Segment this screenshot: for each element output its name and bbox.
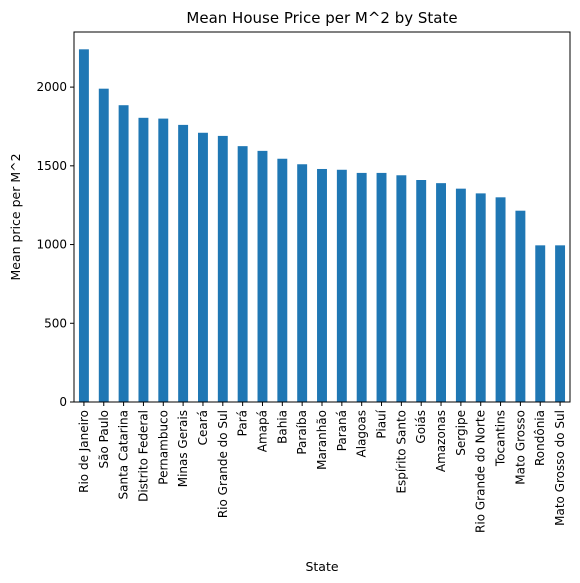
bar [317, 168, 327, 402]
x-tick-label: Bahia [275, 410, 289, 444]
x-tick-label: Sergipe [454, 410, 468, 456]
bar [118, 105, 129, 402]
x-axis-label: State [305, 559, 338, 574]
y-tick-label: 500 [44, 316, 67, 330]
bar [475, 193, 486, 402]
x-tick-label: Maranhão [315, 410, 329, 470]
x-tick-label: Minas Gerais [176, 410, 190, 487]
x-axis: Rio de Janeiro São Paulo Santa Catarina Dis… [77, 402, 567, 533]
bar [356, 172, 367, 402]
bar [158, 118, 169, 403]
y-tick-label: 1000 [36, 238, 67, 252]
x-tick-label: Ceará [196, 410, 210, 445]
chart-title: Mean House Price per M^2 by State [186, 9, 457, 27]
bar [455, 188, 466, 402]
x-tick-label: Amazonas [434, 410, 448, 472]
x-tick-label: Rio de Janeiro [77, 410, 91, 493]
bar [178, 124, 189, 402]
x-tick-label: Rio Grande do Norte [474, 410, 488, 533]
x-tick-label: Tocantins [494, 410, 508, 467]
x-tick-label: Mato Grosso do Sul [553, 410, 567, 526]
x-tick-label: Paraná [335, 410, 349, 451]
x-tick-label: Pernambuco [156, 410, 170, 485]
bar [336, 169, 347, 402]
x-tick-label: Pará [236, 410, 250, 436]
x-tick-label: Mato Grosso [513, 410, 527, 485]
bar [217, 135, 228, 402]
bar [98, 88, 109, 403]
bar [396, 175, 407, 402]
plot-frame [73, 31, 571, 403]
y-tick-label: 2000 [36, 80, 67, 94]
x-tick-label: Alagoas [355, 410, 369, 457]
bar [78, 49, 89, 402]
bar [535, 245, 546, 402]
x-tick-label: Goiás [414, 410, 428, 444]
x-tick-label: Amapá [255, 410, 269, 452]
bars-group [78, 49, 566, 403]
y-axis-label: Mean price per M^2 [8, 153, 23, 280]
x-tick-label: Piauí [375, 409, 389, 438]
bar [495, 197, 506, 402]
bar [416, 180, 427, 402]
x-tick-label: Paraíba [295, 410, 309, 455]
x-tick-label: Rio Grande do Sul [216, 410, 230, 518]
x-tick-label: São Paulo [97, 410, 111, 468]
bar [257, 150, 268, 402]
bar [198, 132, 208, 402]
bar [555, 245, 566, 402]
x-tick-label: Rondônia [533, 410, 547, 466]
x-tick-label: Distrito Federal [136, 410, 150, 502]
bar [436, 183, 446, 402]
bar [297, 164, 308, 402]
x-tick-label: Espírito Santo [394, 410, 408, 494]
bar [277, 158, 288, 402]
bar [376, 172, 387, 402]
bar [515, 210, 526, 402]
y-axis: 0 500 1000 1500 2000 [36, 80, 74, 409]
y-tick-label: 0 [59, 395, 67, 409]
bar [237, 146, 248, 402]
x-tick-label: Santa Catarina [117, 410, 131, 499]
y-tick-label: 1500 [36, 159, 67, 173]
bar [138, 117, 149, 403]
